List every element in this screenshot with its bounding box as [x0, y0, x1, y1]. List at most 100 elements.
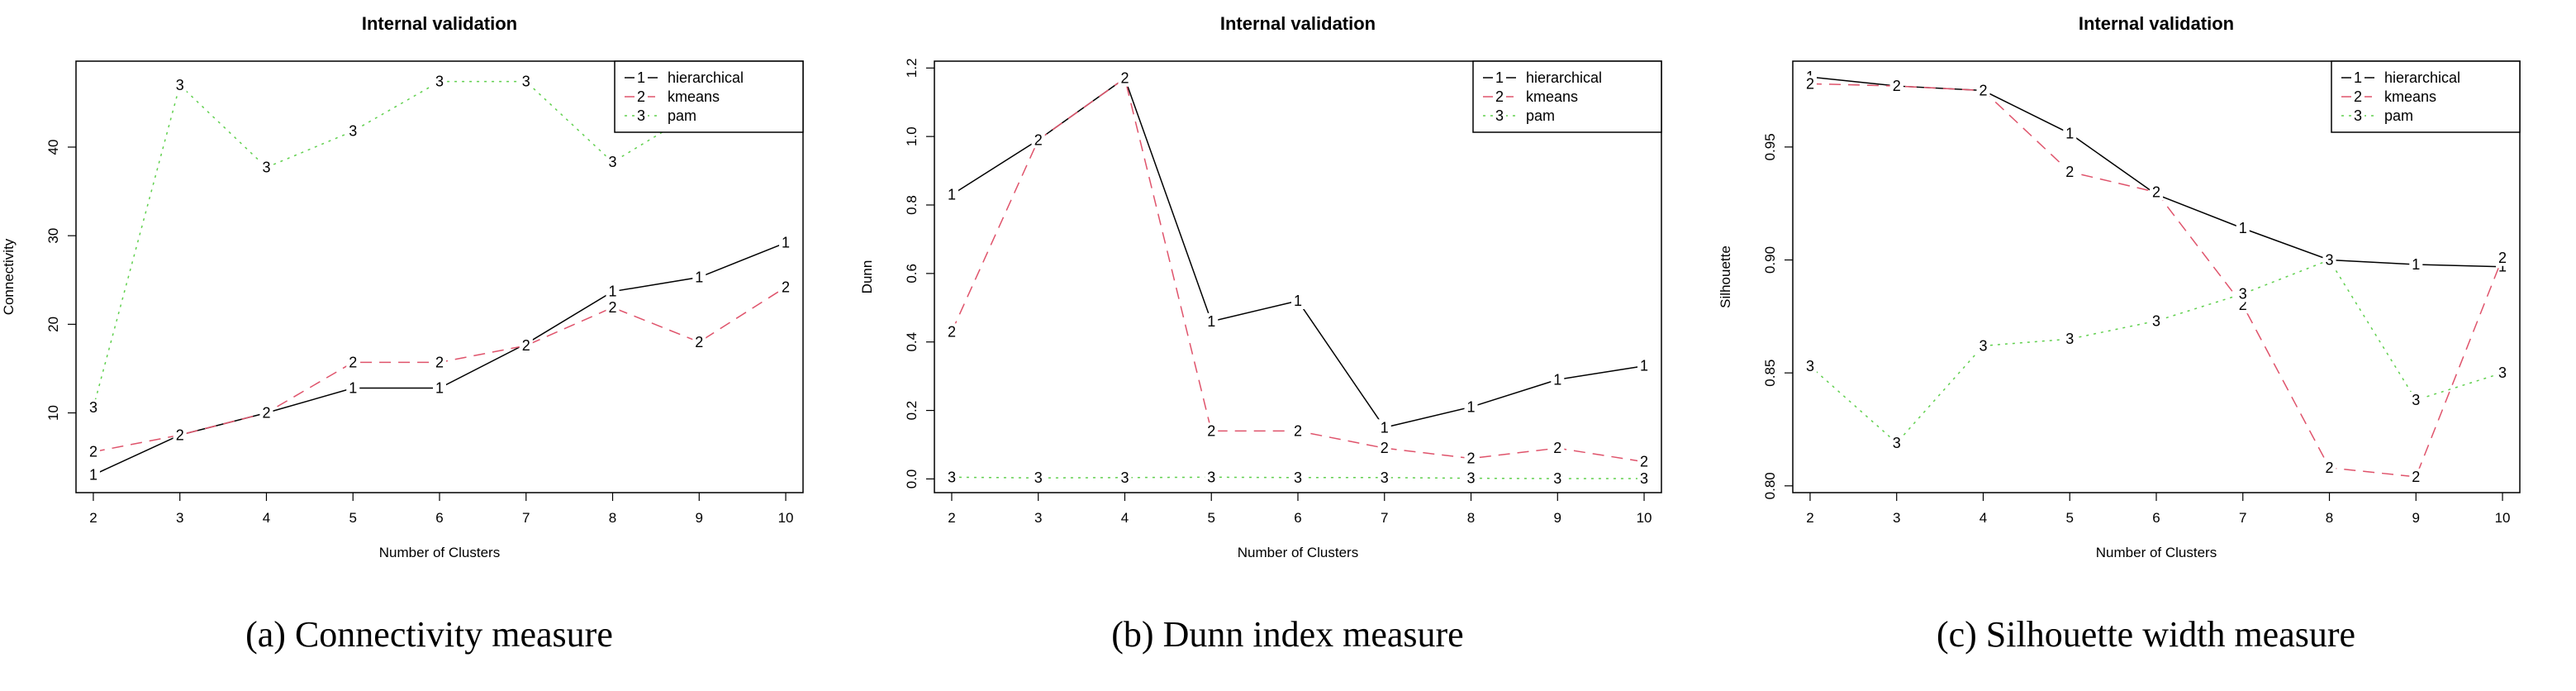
data-point-kmeans: 2: [435, 354, 444, 370]
marker-bg: [1291, 422, 1305, 440]
legend-marker-bg: [2351, 107, 2365, 124]
y-tick-label: 0.0: [904, 469, 920, 489]
data-point-kmeans: 2: [609, 299, 617, 316]
data-point-kmeans: 2: [1979, 83, 1987, 99]
data-point-pam: 3: [2326, 252, 2334, 269]
x-tick-label: 5: [2066, 510, 2074, 526]
legend-marker-bg: [634, 107, 648, 124]
data-point-kmeans: 2: [1294, 422, 1302, 439]
data-point-hierarchical: 1: [948, 187, 956, 203]
marker-bg: [1637, 357, 1652, 374]
marker-bg: [692, 333, 706, 350]
x-tick-label: 10: [1637, 510, 1652, 526]
caption-connectivity: (a) Connectivity measure: [245, 614, 613, 655]
x-tick-label: 6: [435, 510, 443, 526]
y-tick-label: 20: [45, 317, 61, 332]
marker-bg: [1031, 469, 1045, 487]
legend-marker-kmeans: 2: [637, 88, 645, 105]
data-point-kmeans: 2: [176, 427, 184, 443]
marker-bg: [1205, 469, 1219, 486]
y-axis-title: Silhouette: [1718, 245, 1733, 308]
legend-marker-bg: [634, 69, 648, 86]
legend-marker-pam: 3: [637, 107, 645, 124]
connectivity-chart: Internal validation 2 3 4 5 6 7 8 9 10 10 20 30 40 Num…: [1, 13, 804, 560]
marker-bg: [2496, 249, 2510, 266]
data-point-kmeans: 2: [1640, 454, 1648, 470]
data-point-hierarchical: 1: [1207, 313, 1215, 330]
data-point-hierarchical: 1: [1381, 419, 1389, 436]
data-point-hierarchical: 1: [609, 284, 617, 300]
legend-marker-kmeans: 2: [1495, 88, 1504, 105]
marker-bg: [2150, 183, 2163, 201]
marker-bg: [2236, 285, 2250, 303]
y-tick-label: 1.0: [904, 126, 920, 146]
data-point-pam: 3: [2239, 285, 2247, 302]
marker-bg: [1803, 357, 1817, 374]
marker-bg: [2322, 251, 2336, 269]
x-tick-label: 6: [1294, 510, 1301, 526]
legend-marker-bg: [2351, 88, 2365, 105]
marker-bg: [1803, 75, 1817, 93]
marker-bg: [2236, 220, 2250, 237]
marker-bg: [1551, 470, 1565, 488]
y-axis-title: Connectivity: [1, 238, 17, 315]
x-tick-label: 9: [696, 510, 703, 526]
marker-bg: [1291, 293, 1305, 309]
series-line-pam: [93, 79, 787, 408]
y-axis-title: Dunn: [859, 260, 875, 294]
data-point-pam: 3: [2498, 365, 2507, 381]
data-point-pam: 3: [1467, 470, 1476, 487]
marker-bg: [173, 76, 187, 93]
data-point-pam: 3: [1640, 470, 1648, 487]
marker-bg: [692, 269, 706, 286]
x-tick-label: 7: [1381, 510, 1388, 526]
x-tick-label: 8: [609, 510, 616, 526]
marker-bg: [1637, 453, 1652, 470]
marker-bg: [606, 154, 620, 171]
marker-bg: [2063, 125, 2077, 142]
legend-marker-hierarchical: 1: [2354, 69, 2362, 86]
data-point-kmeans: 2: [1381, 440, 1389, 456]
data-point-kmeans: 2: [1893, 78, 1901, 94]
marker-bg: [2496, 365, 2510, 382]
marker-bg: [346, 354, 360, 371]
marker-bg: [1889, 434, 1903, 451]
data-point-pam: 3: [1207, 469, 1215, 485]
legend-marker-bg: [634, 88, 648, 105]
legend-marker-pam: 3: [1495, 107, 1504, 124]
data-point-kmeans: 2: [2152, 184, 2160, 201]
x-tick-label: 5: [1208, 510, 1215, 526]
data-point-kmeans: 2: [89, 444, 97, 460]
data-point-hierarchical: 1: [1467, 398, 1476, 415]
marker-bg: [1464, 469, 1478, 487]
y-tick-label: 0.95: [1762, 133, 1778, 160]
x-tick-label: 4: [1121, 510, 1129, 526]
y-tick-label: 0.4: [904, 332, 920, 352]
data-point-hierarchical: 1: [782, 235, 790, 251]
data-point-kmeans: 2: [1806, 75, 1814, 92]
connectivity-panel: Internal validation 2 3 4 5 6 7 8 9 10 10 20 30 40 Num…: [0, 0, 858, 691]
data-point-hierarchical: 1: [1294, 293, 1302, 309]
marker-bg: [1118, 69, 1132, 87]
x-axis-title: Number of Clusters: [379, 545, 500, 560]
x-tick-label: 8: [2326, 510, 2333, 526]
data-point-kmeans: 2: [349, 354, 357, 370]
data-point-pam: 3: [1979, 337, 1987, 354]
x-tick-label: 8: [1467, 510, 1475, 526]
y-tick-label: 30: [45, 228, 61, 244]
x-tick-label: 7: [522, 510, 530, 526]
data-point-pam: 3: [349, 123, 357, 140]
y-tick-label: 0.2: [904, 401, 920, 421]
marker-bg: [1205, 312, 1219, 330]
data-point-pam: 3: [1381, 469, 1389, 486]
data-point-kmeans: 2: [1120, 70, 1129, 87]
legend-marker-bg: [1493, 107, 1506, 124]
y-tick-label: 40: [45, 140, 61, 155]
marker-bg: [2409, 468, 2423, 485]
data-point-kmeans: 2: [948, 323, 956, 340]
y-tick-label: 1.2: [904, 58, 920, 78]
data-point-hierarchical: 1: [1640, 358, 1648, 374]
data-point-pam: 3: [435, 74, 444, 90]
chart-title: Internal validation: [362, 13, 517, 34]
